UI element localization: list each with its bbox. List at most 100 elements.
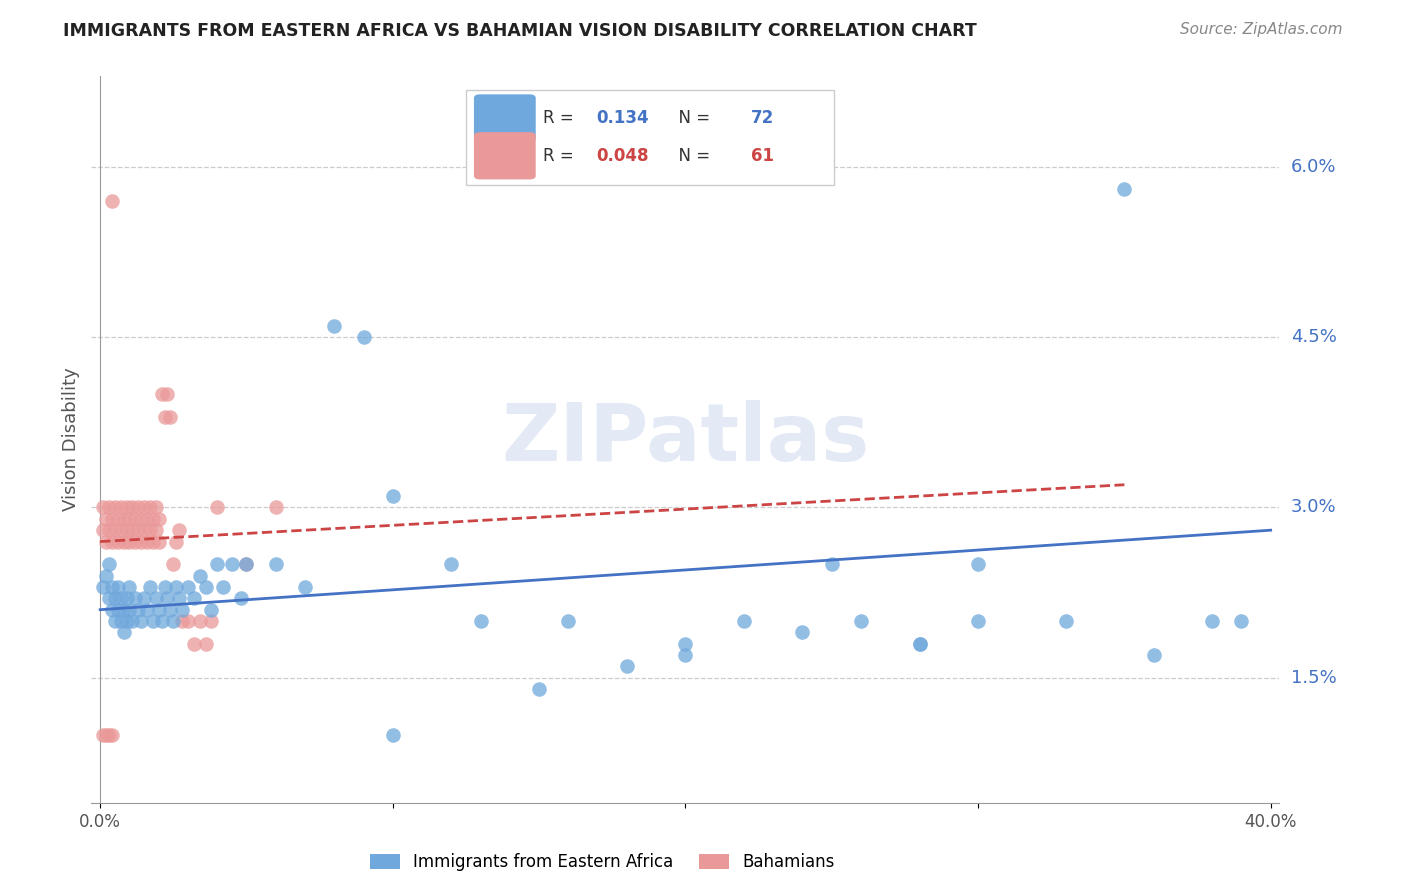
Point — [557, 614, 579, 628]
Point — [205, 500, 228, 515]
Text: N =: N = — [668, 147, 716, 165]
Point — [118, 534, 141, 549]
Point — [200, 603, 222, 617]
Point — [142, 614, 165, 628]
Point — [527, 682, 550, 697]
Point — [162, 614, 184, 628]
Point — [127, 603, 149, 617]
Point — [200, 614, 222, 628]
Point — [104, 523, 127, 537]
Point — [145, 523, 167, 537]
Point — [107, 512, 129, 526]
Point — [118, 512, 141, 526]
Point — [91, 580, 114, 594]
Point — [101, 512, 124, 526]
Text: 72: 72 — [751, 109, 775, 127]
Point — [127, 523, 149, 537]
Point — [156, 591, 179, 606]
Point — [153, 409, 176, 424]
Point — [132, 500, 155, 515]
Text: 3.0%: 3.0% — [1291, 499, 1336, 516]
Point — [101, 580, 124, 594]
Point — [129, 512, 152, 526]
Point — [159, 603, 181, 617]
Point — [124, 534, 146, 549]
Point — [167, 591, 190, 606]
Legend: Immigrants from Eastern Africa, Bahamians: Immigrants from Eastern Africa, Bahamian… — [363, 847, 841, 878]
Point — [294, 580, 316, 594]
Point — [121, 523, 143, 537]
Point — [908, 637, 931, 651]
Point — [112, 512, 135, 526]
Point — [264, 558, 287, 572]
Point — [118, 580, 141, 594]
Point — [104, 591, 127, 606]
Point — [112, 534, 135, 549]
Point — [1114, 182, 1136, 196]
Point — [153, 580, 176, 594]
Point — [132, 523, 155, 537]
Point — [229, 591, 252, 606]
Text: 4.5%: 4.5% — [1291, 328, 1337, 346]
Point — [97, 558, 120, 572]
Point — [235, 558, 257, 572]
Point — [167, 523, 190, 537]
Point — [136, 534, 159, 549]
Point — [107, 534, 129, 549]
FancyBboxPatch shape — [474, 95, 536, 142]
Point — [381, 489, 404, 503]
Point — [150, 387, 173, 401]
Point — [1230, 614, 1253, 628]
Point — [470, 614, 492, 628]
Point — [172, 614, 194, 628]
Point — [177, 614, 200, 628]
Point — [101, 728, 124, 742]
Point — [118, 603, 141, 617]
Point — [104, 500, 127, 515]
Point — [616, 659, 638, 673]
Point — [150, 614, 173, 628]
Point — [104, 614, 127, 628]
FancyBboxPatch shape — [465, 90, 834, 185]
Text: 0.048: 0.048 — [596, 147, 648, 165]
Text: 6.0%: 6.0% — [1291, 158, 1336, 176]
Point — [91, 728, 114, 742]
Point — [165, 534, 187, 549]
Text: IMMIGRANTS FROM EASTERN AFRICA VS BAHAMIAN VISION DISABILITY CORRELATION CHART: IMMIGRANTS FROM EASTERN AFRICA VS BAHAMI… — [63, 22, 977, 40]
Point — [792, 625, 814, 640]
Point — [821, 558, 844, 572]
Point — [129, 614, 152, 628]
Point — [91, 523, 114, 537]
Point — [139, 580, 162, 594]
Text: 0.134: 0.134 — [596, 109, 650, 127]
Point — [148, 603, 170, 617]
Point — [205, 558, 228, 572]
Point — [94, 512, 117, 526]
Point — [101, 534, 124, 549]
Point — [733, 614, 755, 628]
Point — [142, 512, 165, 526]
Point — [183, 637, 205, 651]
Point — [97, 591, 120, 606]
Point — [91, 500, 114, 515]
FancyBboxPatch shape — [474, 132, 536, 179]
Point — [115, 523, 138, 537]
Point — [136, 512, 159, 526]
Point — [145, 591, 167, 606]
Point — [94, 534, 117, 549]
Point — [1054, 614, 1077, 628]
Point — [381, 728, 404, 742]
Point — [967, 558, 990, 572]
Point — [673, 648, 696, 662]
Point — [908, 637, 931, 651]
Point — [124, 591, 146, 606]
Point — [94, 568, 117, 582]
Point — [673, 637, 696, 651]
Point — [101, 603, 124, 617]
Y-axis label: Vision Disability: Vision Disability — [62, 368, 80, 511]
Point — [145, 500, 167, 515]
Point — [188, 614, 211, 628]
Point — [124, 512, 146, 526]
Point — [235, 558, 257, 572]
Point — [110, 614, 132, 628]
